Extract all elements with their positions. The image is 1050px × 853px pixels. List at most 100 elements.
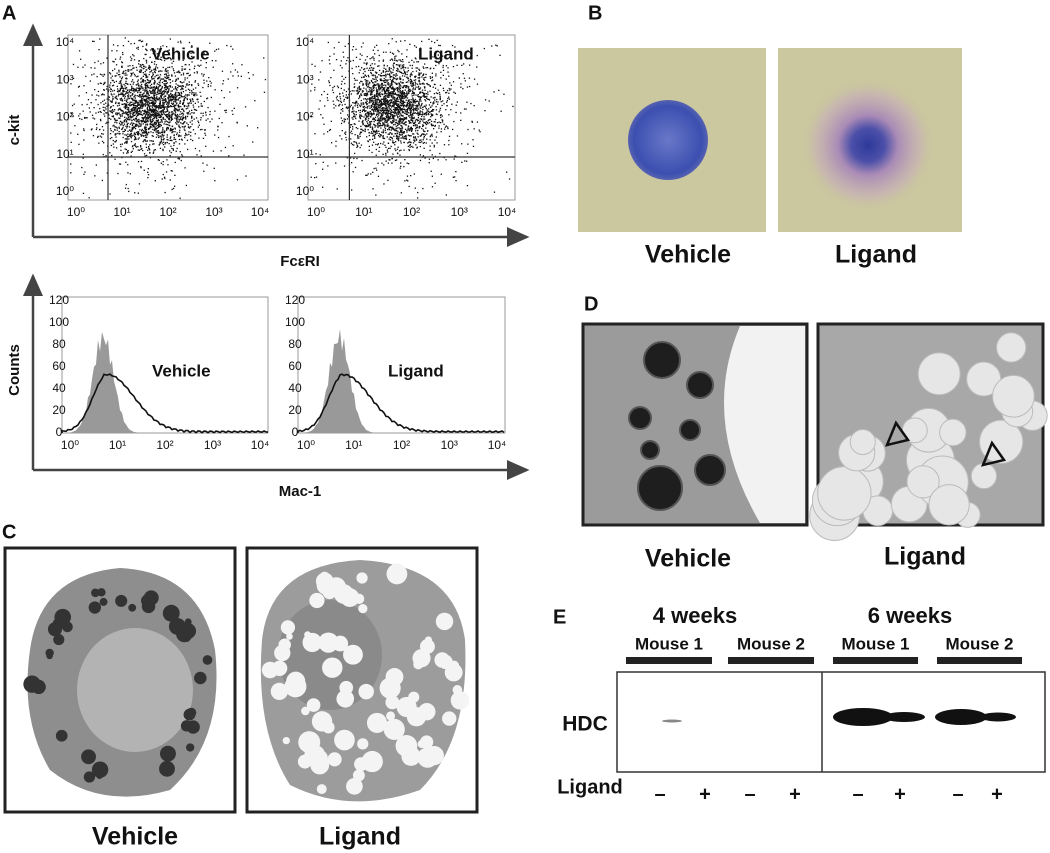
dot [141,147,143,150]
dot [394,108,396,110]
dot [388,89,390,92]
dot [115,101,117,103]
dot [203,73,205,76]
dot [386,121,388,123]
dot [359,95,361,97]
dot [163,132,165,134]
dot [108,114,110,116]
dot [371,80,373,83]
dot [383,87,385,90]
dot [377,120,380,122]
dot [390,129,392,131]
dot [343,89,345,91]
dot [432,97,434,99]
dot [382,98,384,100]
dot [159,114,161,116]
dot [385,113,387,115]
dot [142,81,145,83]
dot [419,141,421,144]
dot [399,113,402,115]
dot [193,67,195,70]
dot [452,128,454,131]
dot [379,120,381,122]
panel-label: E [553,606,566,628]
dot [139,109,141,111]
dot [115,139,117,142]
dot [493,91,495,93]
dot [315,163,317,165]
dot [133,132,135,134]
dot [381,103,383,105]
dot [153,129,155,132]
dot [152,120,154,122]
dot [185,115,187,117]
dot [177,118,179,120]
dot [362,72,364,75]
dot [153,117,155,119]
dot [127,117,129,119]
dot [134,105,136,107]
dot [144,90,146,92]
dot [355,113,357,116]
dot [200,155,202,157]
dot [392,64,394,66]
dot [404,159,406,161]
dot [352,102,354,104]
dot [372,109,375,111]
dot [147,76,149,78]
dot [394,107,396,109]
dot [377,122,379,124]
dot [155,127,157,130]
dot [358,142,360,144]
dot [454,92,456,94]
dot [144,103,146,105]
vacuole [284,675,307,698]
dot [432,109,435,111]
dot [124,138,127,140]
dot [321,94,323,96]
dot [162,149,164,152]
dot [149,157,152,159]
dot [191,45,193,47]
dot [164,86,167,88]
dot [443,123,445,125]
dot [400,85,402,87]
dot [420,105,422,107]
dot [192,139,194,142]
dot [168,143,170,145]
dot [142,93,145,95]
dot [126,118,129,121]
dot [183,68,185,70]
dot [130,104,132,107]
dot [408,100,410,103]
dot [359,96,361,98]
dot [352,171,354,173]
dot [415,130,417,132]
dot [448,96,450,98]
dot [158,123,160,125]
dot [133,104,135,107]
dot [148,82,150,84]
dot [377,94,379,96]
dot [166,91,168,93]
dot [176,120,178,122]
dot [140,121,143,123]
dot [131,90,133,92]
dot [412,90,414,92]
dot [124,111,127,113]
dot [374,81,376,83]
dot [402,104,404,106]
dot [155,121,157,124]
dot [376,76,378,78]
dot [360,128,362,130]
dot [177,157,179,160]
dot [135,101,137,104]
dot [394,119,396,121]
dot [377,126,379,129]
dot [223,97,225,99]
dot [153,143,155,145]
dot [391,128,394,130]
dot [141,63,143,66]
dot [378,119,380,121]
dot [184,86,187,88]
